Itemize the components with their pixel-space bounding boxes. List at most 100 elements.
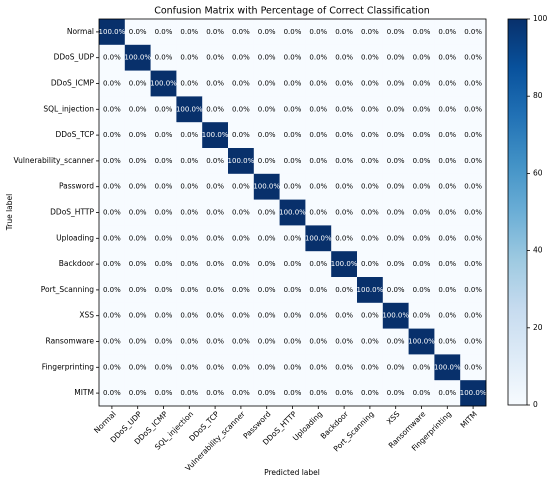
heatmap-cell <box>124 354 151 381</box>
heatmap-cell <box>176 96 203 123</box>
heatmap-cell <box>408 354 435 381</box>
heatmap-cell <box>124 277 151 304</box>
heatmap-cell <box>305 251 332 278</box>
heatmap-cell <box>460 148 487 175</box>
heatmap-cell <box>279 277 306 304</box>
heatmap-cell <box>434 302 461 329</box>
heatmap-cell <box>150 122 177 149</box>
heatmap-cell <box>434 173 461 200</box>
heatmap-cell <box>434 70 461 97</box>
heatmap-cell <box>408 251 435 278</box>
heatmap-cell <box>434 380 461 407</box>
y-axis-label: True label <box>5 194 14 231</box>
cell-label: 0.0% <box>438 234 456 242</box>
heatmap-cell <box>228 96 255 123</box>
y-tick-label: Port_Scanning <box>41 285 94 294</box>
heatmap-cell <box>176 148 203 175</box>
cell-label: 0.0% <box>180 28 198 36</box>
heatmap-cell <box>124 148 151 175</box>
heatmap-cell <box>99 44 126 71</box>
heatmap-cell <box>434 251 461 278</box>
cell-label: 0.0% <box>103 286 121 294</box>
cell-label: 0.0% <box>413 389 431 397</box>
cell-label: 0.0% <box>232 80 250 88</box>
heatmap-cell <box>99 70 126 97</box>
heatmap-cell <box>150 44 177 71</box>
cell-label: 0.0% <box>206 338 224 346</box>
cell-label: 0.0% <box>335 209 353 217</box>
cell-label: 0.0% <box>206 105 224 113</box>
cell-label: 0.0% <box>206 389 224 397</box>
cell-label: 0.0% <box>284 234 302 242</box>
heatmap-cell <box>331 354 358 381</box>
heatmap-cell <box>460 122 487 149</box>
heatmap-cell <box>176 328 203 355</box>
heatmap-cell <box>408 96 435 123</box>
cell-label: 0.0% <box>438 209 456 217</box>
heatmap-cell <box>99 148 126 175</box>
cell-label: 0.0% <box>361 157 379 165</box>
y-tick-label: Normal <box>67 27 94 36</box>
heatmap-cell <box>228 277 255 304</box>
heatmap-cell <box>305 44 332 71</box>
heatmap-cell <box>357 122 384 149</box>
cell-label: 0.0% <box>309 209 327 217</box>
cell-label: 0.0% <box>438 54 456 62</box>
cell-label: 0.0% <box>258 105 276 113</box>
cell-label: 0.0% <box>103 157 121 165</box>
heatmap-cell <box>305 277 332 304</box>
heatmap-cell <box>408 277 435 304</box>
heatmap-cell <box>124 225 151 252</box>
heatmap-cell <box>253 96 280 123</box>
heatmap-cell <box>124 122 151 149</box>
heatmap-cell <box>382 148 409 175</box>
heatmap-cell <box>124 44 151 71</box>
heatmap-cell <box>382 122 409 149</box>
cell-label: 0.0% <box>206 80 224 88</box>
cell-label: 0.0% <box>258 363 276 371</box>
cell-label: 0.0% <box>438 183 456 191</box>
y-tick-label: DDoS_TCP <box>55 130 94 139</box>
cell-label: 0.0% <box>180 131 198 139</box>
cell-label: 0.0% <box>155 54 173 62</box>
cell-label: 0.0% <box>180 260 198 268</box>
heatmap-cell <box>228 173 255 200</box>
cell-label: 0.0% <box>155 131 173 139</box>
cell-label: 0.0% <box>309 28 327 36</box>
cell-label: 0.0% <box>309 338 327 346</box>
heatmap-cell <box>305 70 332 97</box>
cell-label: 0.0% <box>387 363 405 371</box>
heatmap-cell <box>382 70 409 97</box>
heatmap-cell <box>176 251 203 278</box>
cell-label: 0.0% <box>361 260 379 268</box>
colorbar-tick-label: 60 <box>533 168 543 177</box>
cell-label: 0.0% <box>387 54 405 62</box>
cell-label: 0.0% <box>180 338 198 346</box>
cell-label: 0.0% <box>309 183 327 191</box>
cell-label: 0.0% <box>129 234 147 242</box>
heatmap-cell <box>434 354 461 381</box>
cell-label: 100.0% <box>305 234 332 242</box>
heatmap-cell <box>305 354 332 381</box>
heatmap-cell <box>176 122 203 149</box>
cell-label: 0.0% <box>438 157 456 165</box>
cell-label: 0.0% <box>413 28 431 36</box>
heatmap-cell <box>228 251 255 278</box>
cell-label: 0.0% <box>438 105 456 113</box>
heatmap-cell <box>382 96 409 123</box>
cell-label: 0.0% <box>335 234 353 242</box>
cell-label: 0.0% <box>387 389 405 397</box>
cell-label: 0.0% <box>180 363 198 371</box>
heatmap-cell <box>202 19 229 46</box>
cell-label: 0.0% <box>361 209 379 217</box>
cell-label: 0.0% <box>180 234 198 242</box>
cell-label: 0.0% <box>335 105 353 113</box>
x-tick-label: Normal <box>92 409 118 435</box>
cell-label: 0.0% <box>284 338 302 346</box>
cell-label: 0.0% <box>387 338 405 346</box>
cell-label: 0.0% <box>284 105 302 113</box>
heatmap-cell <box>305 96 332 123</box>
heatmap-cell <box>331 277 358 304</box>
heatmap-cell <box>228 354 255 381</box>
